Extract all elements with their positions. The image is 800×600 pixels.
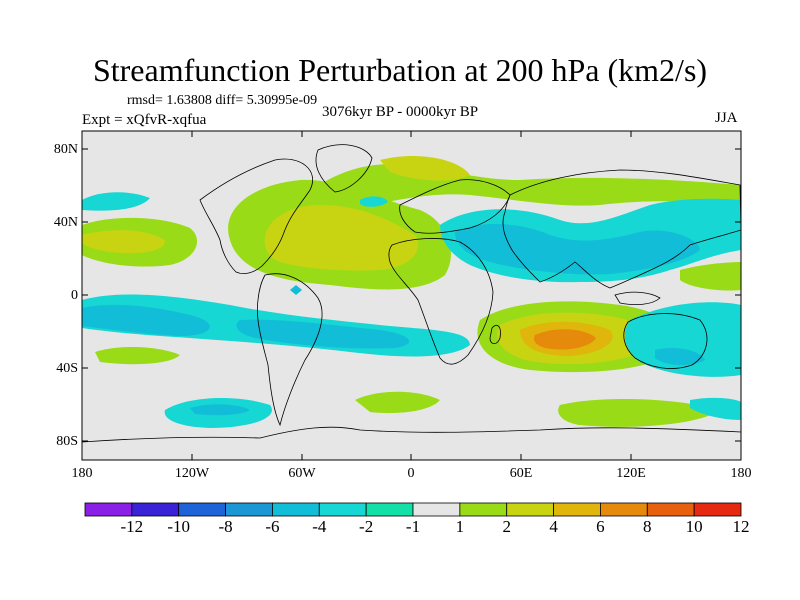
- colorbar-swatch: [225, 502, 273, 517]
- lon-tick-label: 120E: [616, 466, 646, 481]
- colorbar-label: 6: [596, 517, 605, 536]
- colorbar-swatch: [84, 502, 133, 517]
- coastline-south-america: [256, 273, 323, 427]
- axis-ticks: [81, 131, 742, 460]
- lat-tick-label: 40N: [53, 215, 78, 230]
- colorbar-label: 2: [502, 517, 511, 536]
- colorbar-label: -2: [359, 517, 374, 536]
- lon-tick-label: 120W: [174, 466, 210, 481]
- colorbar-label: 4: [549, 517, 558, 536]
- coastline-indonesia: [614, 291, 661, 305]
- period-label: 3076kyr BP - 0000kyr BP: [322, 104, 479, 120]
- colorbar-swatch: [646, 502, 695, 517]
- lon-tick-label: 180: [730, 466, 752, 481]
- experiment-label: Expt = xQfvR-xqfua: [82, 112, 207, 128]
- contour-fill-layer: [82, 155, 741, 428]
- colorbar-label: -6: [265, 517, 280, 536]
- lon-tick-label: 60E: [509, 466, 533, 481]
- coastline-greenland: [315, 144, 373, 193]
- colorbar-label: -1: [405, 517, 421, 536]
- colorbar-label: -8: [218, 517, 233, 536]
- colorbar-swatch: [318, 502, 367, 517]
- coastline-australia: [623, 313, 708, 369]
- lat-tick-label: 0: [71, 288, 78, 303]
- colorbar-swatch: [412, 502, 461, 517]
- colorbar-label: 1: [455, 517, 465, 536]
- colorbar-swatch: [272, 502, 320, 517]
- lon-tick-label: 180: [71, 466, 93, 481]
- coastline-africa: [388, 238, 494, 365]
- colorbar-label: -4: [312, 517, 327, 536]
- colorbar-swatch: [553, 502, 601, 517]
- colorbar-label: 8: [643, 517, 652, 536]
- lat-tick-label: 80S: [56, 434, 78, 449]
- colorbar-label: -12: [120, 517, 144, 536]
- coastlines: [82, 144, 741, 443]
- coastline-europe: [399, 179, 511, 234]
- season-label: JJA: [715, 110, 738, 126]
- colorbar-swatch: [506, 502, 554, 517]
- coastline-madagascar: [489, 324, 501, 345]
- coastline-asia: [502, 169, 741, 289]
- colorbar-swatch: [459, 502, 508, 517]
- colorbar-swatch: [131, 502, 180, 517]
- colorbar: [84, 502, 742, 517]
- lat-tick-label: 80N: [53, 142, 78, 157]
- coastline-antarctica: [82, 426, 741, 443]
- colorbar-swatch: [693, 502, 742, 517]
- colorbar-swatch: [365, 502, 414, 517]
- colorbar-label: 12: [732, 517, 750, 536]
- figure-title: Streamfunction Perturbation at 200 hPa (…: [92, 52, 708, 88]
- colorbar-swatch: [178, 502, 226, 517]
- lat-tick-label: 40S: [56, 361, 78, 376]
- colorbar-label: 10: [685, 517, 703, 536]
- colorbar-swatch: [600, 502, 648, 517]
- colorbar-label: -10: [167, 517, 191, 536]
- coastline-north-america: [199, 158, 313, 274]
- lon-tick-label: 60W: [288, 466, 316, 481]
- lon-tick-label: 0: [407, 466, 415, 481]
- stats-line: rmsd= 1.63808 diff= 5.30995e-09: [127, 93, 318, 108]
